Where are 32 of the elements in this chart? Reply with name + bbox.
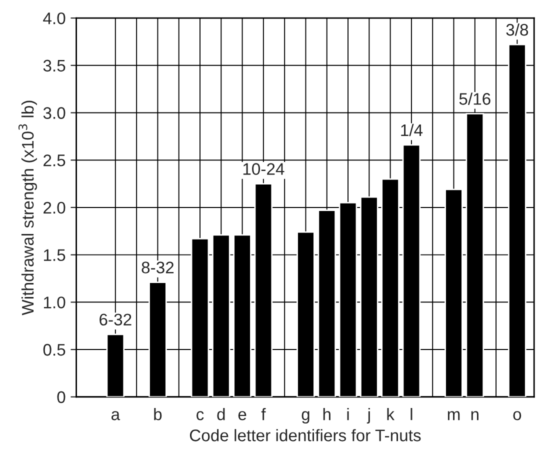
x-tick-label: n [471,411,478,420]
annotation: 10-24 [243,163,284,175]
y-tick-label: 2.0 [44,202,66,214]
x-tick-label: e [238,411,246,420]
x-axis-title: Code letter identifiers for T-nuts [190,429,421,442]
x-tick-label: h [323,408,330,420]
y-tick-label: 0 [57,391,66,404]
y-axis-title: Withdrawal strength (x10$^{3}$ lb) [18,100,37,316]
y-tick-label: 1.0 [44,296,66,308]
annotation: 5/16 [459,92,490,105]
x-tick-label: k [387,408,394,420]
y-tick-label: 4.0 [43,12,66,24]
annotation: 8-32 [142,262,174,274]
y-tick-label: 1.5 [44,249,66,262]
y-tick-label: 3.0 [43,107,66,119]
x-tick-label: j [366,408,370,424]
x-tick-label: m [448,411,460,420]
x-tick-label: l [410,408,412,420]
x-tick-label: f [261,408,266,420]
annotation: 1/4 [401,124,423,136]
y-tick-label: 3.5 [43,60,66,72]
annotation: 3/8 [506,23,528,36]
x-tick-label: a [111,411,120,420]
x-tick-label: o [513,411,522,420]
y-tick-label: 0.5 [43,344,66,356]
x-tick-label: i [347,408,349,420]
annotation: 6-32 [100,314,132,326]
x-tick-label: b [154,408,162,420]
x-tick-label: d [217,408,225,420]
x-tick-label: c [196,411,204,420]
x-tick-label: g [302,411,310,424]
y-tick-label: 2.5 [44,154,66,166]
